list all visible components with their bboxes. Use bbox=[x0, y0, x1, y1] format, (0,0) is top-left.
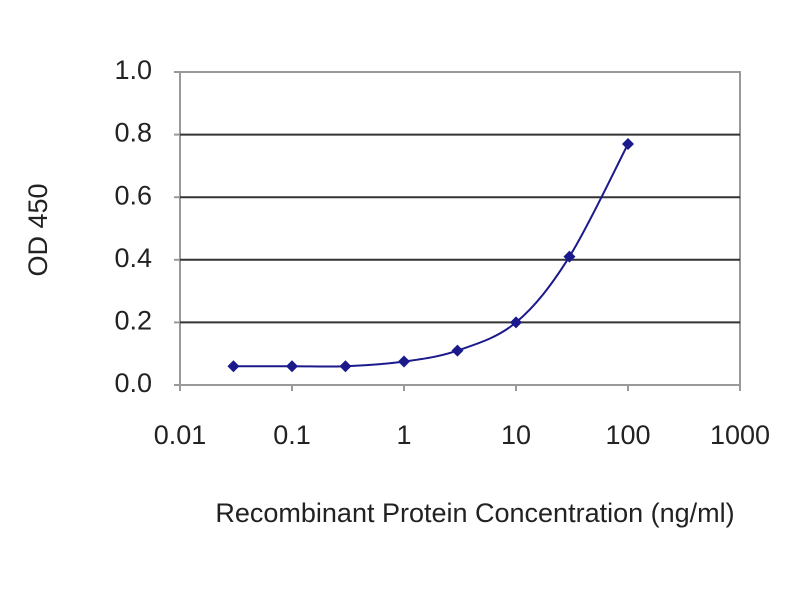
data-point bbox=[398, 355, 410, 368]
data-point bbox=[339, 360, 352, 373]
y-tick-label: 1.0 bbox=[114, 55, 152, 85]
x-tick-label: 0.01 bbox=[154, 420, 207, 450]
x-tick-label: 10 bbox=[501, 420, 531, 450]
data-point bbox=[510, 316, 522, 329]
data-point bbox=[563, 250, 576, 263]
data-point bbox=[286, 360, 298, 373]
y-tick-label: 0.2 bbox=[114, 306, 152, 336]
x-tick-label: 0.1 bbox=[273, 420, 311, 450]
y-axis-title: OD 450 bbox=[23, 183, 53, 276]
y-tick-label: 0.8 bbox=[114, 118, 152, 148]
plot-area bbox=[179, 71, 741, 386]
x-tick-label: 100 bbox=[605, 420, 650, 450]
x-axis-title: Recombinant Protein Concentration (ng/ml… bbox=[215, 498, 734, 528]
x-tick-label: 1 bbox=[396, 420, 411, 450]
data-point bbox=[451, 344, 464, 357]
x-tick-label: 1000 bbox=[710, 420, 770, 450]
data-point bbox=[227, 360, 240, 373]
y-tick-label: 0.6 bbox=[114, 180, 152, 210]
y-tick-label: 0.4 bbox=[114, 243, 152, 273]
y-tick-label: 0.0 bbox=[114, 368, 152, 398]
data-point bbox=[622, 137, 634, 150]
